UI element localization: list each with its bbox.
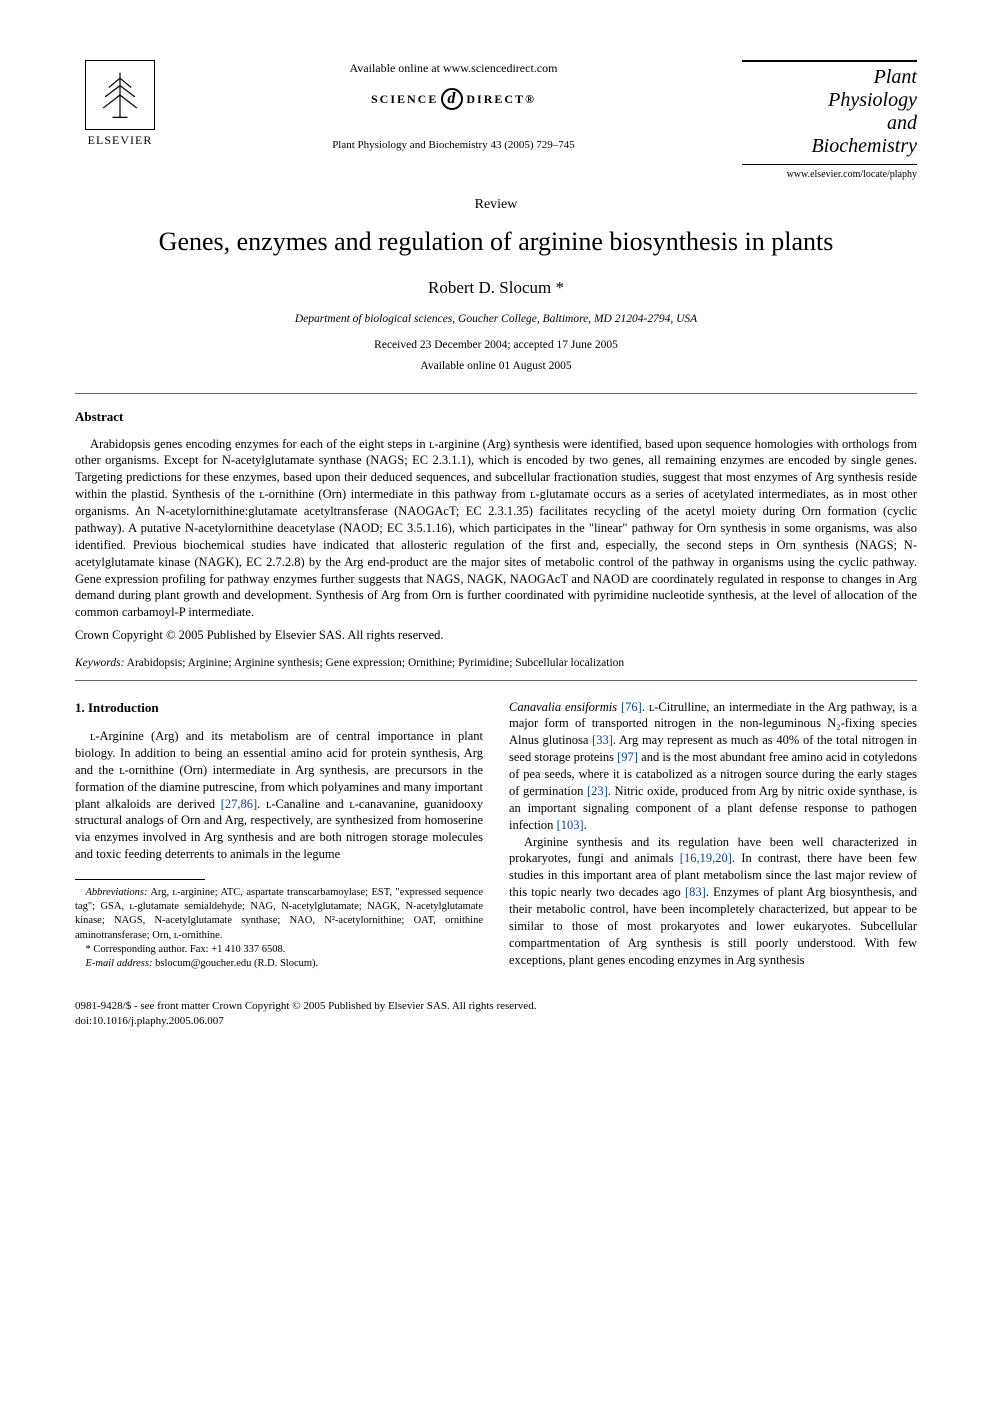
- citation-link[interactable]: [16,19,20]: [680, 851, 732, 865]
- email-text: bslocum@goucher.edu (R.D. Slocum).: [152, 958, 318, 969]
- authors: Robert D. Slocum *: [75, 277, 917, 300]
- species-name: Canavalia ensiformis: [509, 700, 621, 714]
- sciencedirect-logo: SCIENCE DIRECT®: [371, 88, 536, 110]
- abbrev-label: Abbreviations:: [86, 887, 148, 898]
- article-type: Review: [75, 196, 917, 215]
- body-text: .: [584, 818, 587, 832]
- intro-paragraph-cont: Canavalia ensiformis [76]. ʟ-Citrulline,…: [509, 699, 917, 834]
- divider: [75, 680, 917, 681]
- available-online-text: Available online at www.sciencedirect.co…: [185, 60, 722, 76]
- body-columns: 1. Introduction ʟ-Arginine (Arg) and its…: [75, 699, 917, 972]
- journal-title-line: Biochemistry: [742, 135, 917, 158]
- journal-url: www.elsevier.com/locate/plaphy: [742, 168, 917, 182]
- abstract-body: Arabidopsis genes encoding enzymes for e…: [75, 436, 917, 622]
- publisher-logo-block: ELSEVIER: [75, 60, 165, 148]
- right-column: Canavalia ensiformis [76]. ʟ-Citrulline,…: [509, 699, 917, 972]
- citation-link[interactable]: [27,86]: [221, 797, 257, 811]
- keywords-list: Arabidopsis; Arginine; Arginine synthesi…: [124, 657, 624, 669]
- citation-link[interactable]: [33]: [592, 733, 613, 747]
- keywords: Keywords: Arabidopsis; Arginine; Arginin…: [75, 656, 917, 672]
- journal-title-line: and: [742, 112, 917, 135]
- sd-circle-icon: [441, 88, 463, 110]
- footer-doi: doi:10.1016/j.plaphy.2005.06.007: [75, 1014, 917, 1029]
- copyright-line: Crown Copyright © 2005 Published by Else…: [75, 627, 917, 644]
- footer-copyright: 0981-9428/$ - see front matter Crown Cop…: [75, 999, 917, 1014]
- intro-paragraph-2: Arginine synthesis and its regulation ha…: [509, 834, 917, 969]
- abstract-heading: Abstract: [75, 408, 917, 426]
- footnote-rule: [75, 879, 205, 880]
- section-heading-intro: 1. Introduction: [75, 699, 483, 717]
- journal-reference: Plant Physiology and Biochemistry 43 (20…: [185, 138, 722, 153]
- citation-link[interactable]: [97]: [617, 750, 638, 764]
- footnotes: Abbreviations: Arg, ʟ-arginine; ATC, asp…: [75, 886, 483, 971]
- header: ELSEVIER Available online at www.science…: [75, 60, 917, 182]
- citation-link[interactable]: [103]: [557, 818, 584, 832]
- header-center: Available online at www.sciencedirect.co…: [165, 60, 742, 153]
- elsevier-tree-icon: [85, 60, 155, 130]
- history-dates: Received 23 December 2004; accepted 17 J…: [75, 338, 917, 354]
- left-column: 1. Introduction ʟ-Arginine (Arg) and its…: [75, 699, 483, 972]
- page-footer: 0981-9428/$ - see front matter Crown Cop…: [75, 999, 917, 1029]
- article-title: Genes, enzymes and regulation of arginin…: [75, 224, 917, 259]
- affiliation: Department of biological sciences, Gouch…: [75, 312, 917, 328]
- citation-link[interactable]: [23]: [587, 784, 608, 798]
- abstract-text: Arabidopsis genes encoding enzymes for e…: [75, 436, 917, 622]
- sd-left: SCIENCE: [371, 91, 438, 107]
- email-label: E-mail address:: [86, 958, 153, 969]
- journal-block: Plant Physiology and Biochemistry www.el…: [742, 60, 917, 182]
- corresponding-author-footnote: * Corresponding author. Fax: +1 410 337 …: [75, 943, 483, 957]
- intro-paragraph: ʟ-Arginine (Arg) and its metabolism are …: [75, 728, 483, 863]
- divider: [75, 393, 917, 394]
- available-online-date: Available online 01 August 2005: [75, 359, 917, 375]
- email-footnote: E-mail address: bslocum@goucher.edu (R.D…: [75, 957, 483, 971]
- citation-link[interactable]: [83]: [685, 885, 706, 899]
- keywords-label: Keywords:: [75, 657, 124, 669]
- journal-title-line: Physiology: [742, 89, 917, 112]
- sd-right: DIRECT®: [466, 91, 536, 107]
- publisher-name: ELSEVIER: [88, 132, 153, 148]
- citation-link[interactable]: [76]: [621, 700, 642, 714]
- abbreviations-footnote: Abbreviations: Arg, ʟ-arginine; ATC, asp…: [75, 886, 483, 943]
- journal-title-line: Plant: [742, 66, 917, 89]
- journal-title: Plant Physiology and Biochemistry: [742, 60, 917, 165]
